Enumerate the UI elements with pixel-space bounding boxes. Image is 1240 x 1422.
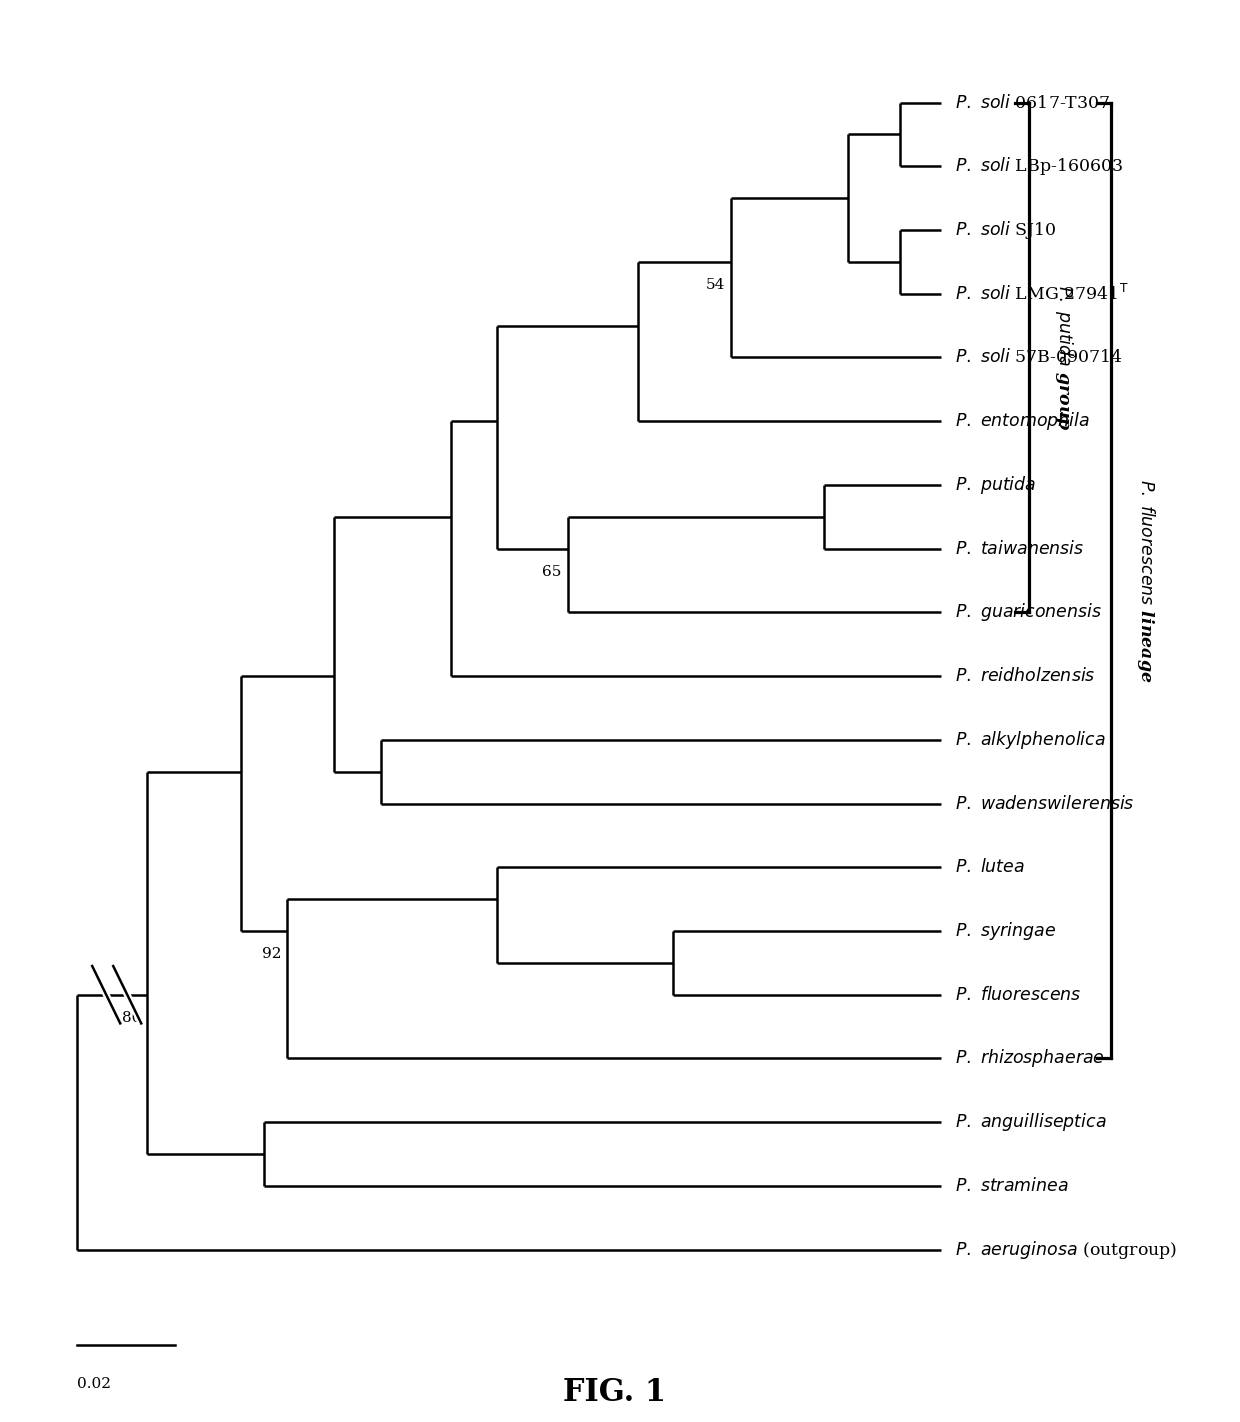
Text: FIG. 1: FIG. 1 [563,1376,666,1408]
Text: 80: 80 [122,1011,141,1025]
Text: $\mathit{P.\ reidholzensis}$: $\mathit{P.\ reidholzensis}$ [955,667,1096,685]
Text: $\mathit{P.\ fluorescens}$: $\mathit{P.\ fluorescens}$ [955,985,1081,1004]
Text: $\mathit{P.\ fluorescens}$ lineage: $\mathit{P.\ fluorescens}$ lineage [1135,479,1157,683]
Text: $\mathit{P.\ wadenswilerensis}$: $\mathit{P.\ wadenswilerensis}$ [955,795,1135,812]
Text: $\mathit{P.\ lutea}$: $\mathit{P.\ lutea}$ [955,859,1025,876]
Text: $\mathit{P.\ soli}$ 57B-090714: $\mathit{P.\ soli}$ 57B-090714 [955,348,1123,367]
Text: 0.02: 0.02 [77,1376,112,1391]
Text: $\mathit{P.\ taiwanensis}$: $\mathit{P.\ taiwanensis}$ [955,539,1085,557]
Text: $\mathit{P.\ soli}$ LBp-160603: $\mathit{P.\ soli}$ LBp-160603 [955,155,1123,178]
Text: $\mathit{P.\ entomophila}$: $\mathit{P.\ entomophila}$ [955,410,1090,432]
Text: $\mathit{P.\ rhizosphaerae}$: $\mathit{P.\ rhizosphaerae}$ [955,1048,1105,1069]
Text: $\mathit{P.\ putida}$: $\mathit{P.\ putida}$ [955,474,1037,496]
Text: $\mathit{P.\ anguilliseptica}$: $\mathit{P.\ anguilliseptica}$ [955,1111,1107,1133]
Text: 92: 92 [262,947,281,961]
Text: $\mathit{P.\ soli}$ LMG 27941$^{\mathrm{T}}$: $\mathit{P.\ soli}$ LMG 27941$^{\mathrm{… [955,283,1128,304]
Text: $\mathit{P.\ soli}$ SJ10: $\mathit{P.\ soli}$ SJ10 [955,219,1056,240]
Text: $\mathit{P.\ alkylphenolica}$: $\mathit{P.\ alkylphenolica}$ [955,729,1106,751]
Text: $\mathit{P.\ straminea}$: $\mathit{P.\ straminea}$ [955,1177,1069,1194]
Text: $\mathit{P.\ soli}$ 0617-T307: $\mathit{P.\ soli}$ 0617-T307 [955,94,1111,111]
Text: 54: 54 [706,277,725,292]
Text: $\mathit{P.\ guariconensis}$: $\mathit{P.\ guariconensis}$ [955,602,1102,623]
Text: 65: 65 [542,565,562,579]
Text: $\mathit{P.\ syringae}$: $\mathit{P.\ syringae}$ [955,920,1056,941]
Text: $\mathit{P.\ aeruginosa}$ (outgroup): $\mathit{P.\ aeruginosa}$ (outgroup) [955,1239,1178,1261]
Text: $\mathit{P.\ putida}$ group: $\mathit{P.\ putida}$ group [1053,284,1075,431]
